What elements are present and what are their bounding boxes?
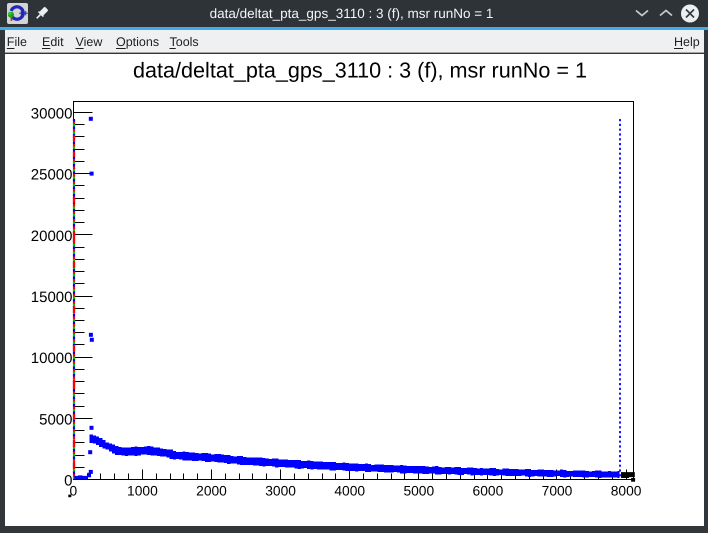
svg-text:3000: 3000 — [265, 483, 296, 498]
svg-text:15000: 15000 — [31, 289, 73, 306]
svg-text:6000: 6000 — [473, 483, 504, 498]
svg-text:10000: 10000 — [31, 350, 73, 367]
svg-text:1000: 1000 — [127, 483, 158, 498]
svg-text:8000: 8000 — [611, 483, 642, 498]
svg-text:7000: 7000 — [542, 483, 573, 498]
svg-text:5000: 5000 — [39, 411, 72, 428]
svg-text:data/deltat_pta_gps_3110 : 3 (: data/deltat_pta_gps_3110 : 3 (f), msr ru… — [133, 58, 587, 83]
svg-text:25000: 25000 — [31, 167, 73, 184]
svg-text:20000: 20000 — [31, 228, 73, 245]
svg-text:++: ++ — [19, 8, 28, 18]
svg-text:2000: 2000 — [196, 483, 227, 498]
svg-text:0: 0 — [64, 473, 72, 490]
svg-text:30000: 30000 — [31, 106, 73, 123]
svg-text:4000: 4000 — [334, 483, 365, 498]
svg-text:5000: 5000 — [403, 483, 434, 498]
svg-text:0: 0 — [69, 483, 77, 498]
